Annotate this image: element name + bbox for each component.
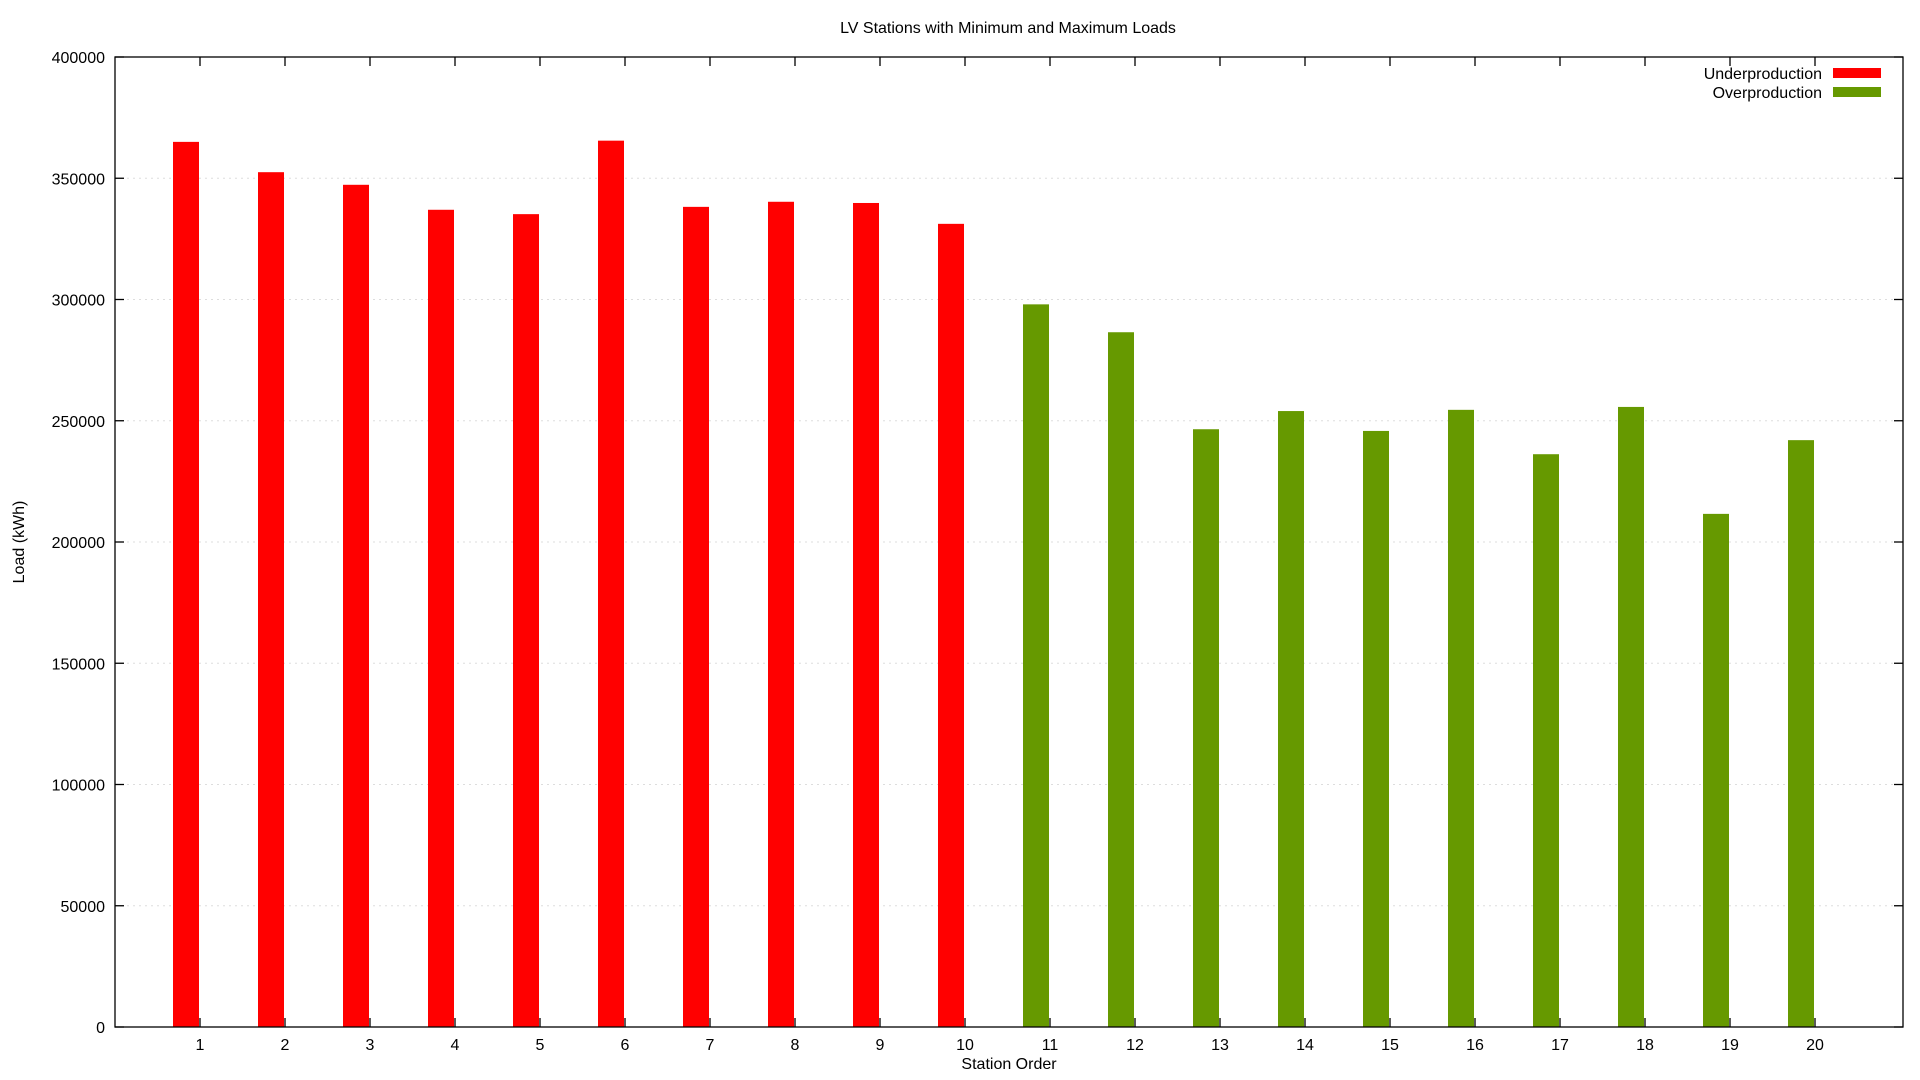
grid-lines [115,177,1903,907]
chart-title: LV Stations with Minimum and Maximum Loa… [840,20,1176,37]
y-axis-label: Load (kWh) [11,501,28,584]
y-axis-ticks: 0 50000 100000 150000 200000 250000 300000 3500… [52,50,1903,1037]
y-tick-label: 50000 [61,899,106,916]
x-tick-label: 13 [1211,1037,1229,1054]
x-tick-label: 4 [451,1037,460,1054]
x-tick-label: 3 [366,1037,375,1054]
bar-overproduction-18 [1618,406,1644,1027]
y-tick-label: 250000 [52,414,105,431]
bar-underproduction-2 [258,172,284,1027]
bar-overproduction-11 [1023,304,1049,1028]
bar-underproduction-7 [683,206,709,1028]
bar-underproduction-1 [173,141,199,1027]
legend-swatch-overproduction [1833,87,1881,97]
bar-overproduction-12 [1108,332,1134,1027]
x-tick-label: 20 [1806,1037,1824,1054]
bar-underproduction-10 [938,223,964,1028]
bar-underproduction-3 [343,184,369,1028]
bar-underproduction-6 [598,140,624,1028]
legend-swatch-underproduction [1833,68,1881,78]
x-tick-label: 19 [1721,1037,1739,1054]
legend: Underproduction Overproduction [1704,66,1881,102]
y-tick-label: 200000 [52,535,105,552]
y-tick-label: 350000 [52,171,105,188]
legend-label-overproduction: Overproduction [1713,85,1822,102]
y-tick-label: 400000 [52,50,105,67]
x-tick-label: 17 [1551,1037,1569,1054]
x-tick-label: 1 [196,1037,205,1054]
bar-underproduction-8 [768,201,794,1027]
x-tick-label: 12 [1126,1037,1144,1054]
bar-overproduction-14 [1278,411,1304,1027]
bar-overproduction-16 [1448,409,1474,1027]
x-tick-label: 7 [706,1037,715,1054]
x-tick-label: 9 [876,1037,885,1054]
x-tick-label: 11 [1042,1037,1059,1054]
bar-overproduction-15 [1363,430,1389,1027]
x-tick-label: 15 [1381,1037,1399,1054]
legend-label-underproduction: Underproduction [1704,66,1822,83]
x-tick-label: 14 [1296,1037,1314,1054]
x-tick-label: 5 [536,1037,545,1054]
x-tick-label: 16 [1466,1037,1484,1054]
y-tick-label: 300000 [52,293,105,310]
bars [173,140,1814,1028]
x-axis-label: Station Order [961,1056,1057,1073]
bar-underproduction-5 [513,214,539,1027]
bar-underproduction-4 [428,209,454,1027]
x-axis-ticks: 1 2 3 4 5 6 7 8 9 10 11 12 13 14 15 16 17 18 19 20 [196,57,1824,1054]
y-tick-label: 0 [96,1020,105,1037]
bar-overproduction-13 [1193,429,1219,1027]
x-tick-label: 6 [621,1037,630,1054]
bar-underproduction-9 [853,202,879,1028]
x-tick-label: 2 [281,1037,290,1054]
x-tick-label: 10 [956,1037,974,1054]
bar-overproduction-20 [1788,440,1814,1027]
x-tick-label: 18 [1636,1037,1654,1054]
bar-overproduction-19 [1703,513,1729,1027]
x-tick-label: 8 [791,1037,800,1054]
bar-overproduction-17 [1533,454,1559,1028]
y-tick-label: 100000 [52,778,105,795]
y-tick-label: 150000 [52,656,105,673]
